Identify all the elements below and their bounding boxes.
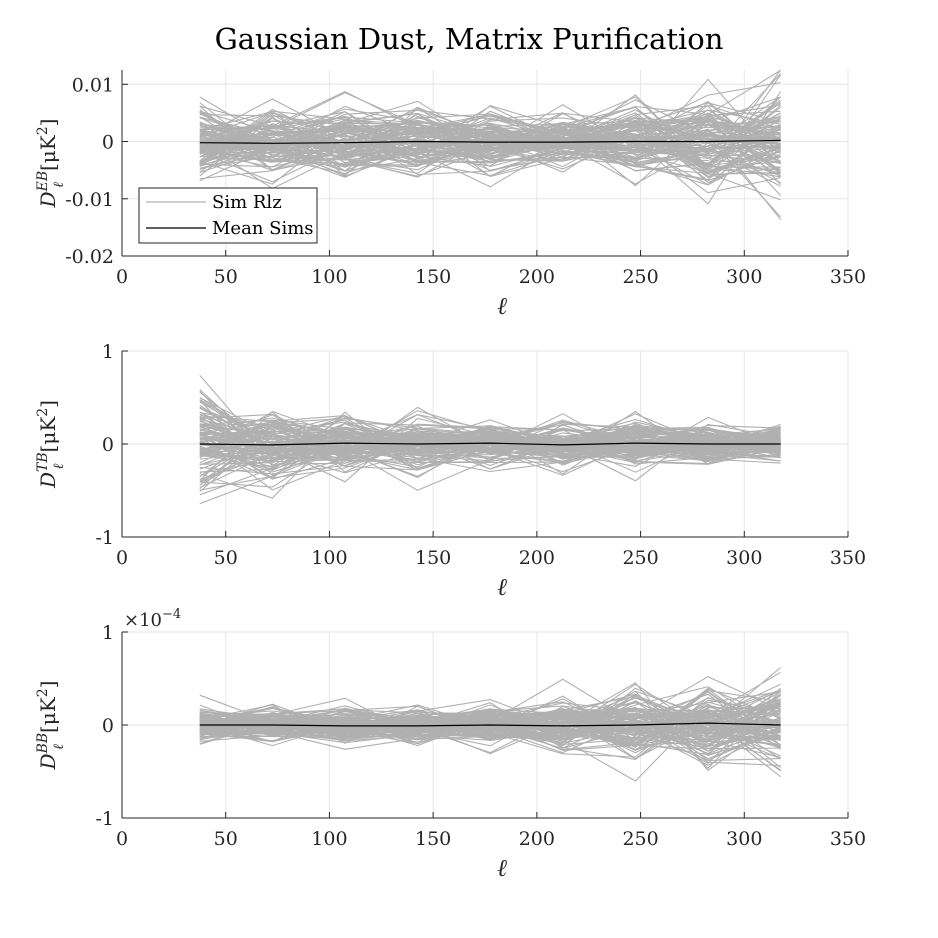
x-tick-label: 50 bbox=[214, 547, 238, 569]
x-axis-label: ℓ bbox=[497, 573, 507, 601]
sim-rlz-line bbox=[199, 420, 781, 452]
sim-rlz-line bbox=[199, 397, 781, 461]
sim-rlz-line bbox=[199, 105, 781, 178]
sim-rlz-line bbox=[199, 140, 781, 177]
sim-rlz-line bbox=[199, 699, 781, 742]
x-axis-label: ℓ bbox=[497, 854, 507, 882]
sim-rlz-line bbox=[199, 418, 781, 478]
mean-sims-line bbox=[199, 139, 781, 144]
sim-rlz-line bbox=[199, 122, 781, 170]
sim-rlz-line bbox=[199, 105, 781, 144]
x-tick-label: 250 bbox=[622, 828, 658, 850]
sim-rlz-line bbox=[199, 413, 781, 491]
y-tick-label: 0 bbox=[102, 434, 114, 456]
y-tick-label: 0 bbox=[102, 715, 114, 737]
sim-rlz-line bbox=[199, 128, 782, 220]
x-tick-label: 0 bbox=[116, 266, 128, 288]
chart-title: Gaussian Dust, Matrix Purification bbox=[215, 22, 724, 56]
sim-rlz-line bbox=[199, 105, 782, 185]
y-tick-label: -1 bbox=[95, 527, 114, 549]
sim-rlz-line bbox=[199, 727, 781, 750]
sim-rlz-line bbox=[199, 671, 781, 736]
y-tick-label: -0.01 bbox=[65, 189, 114, 211]
sim-rlz-line bbox=[199, 429, 781, 460]
sim-rlz-line bbox=[199, 109, 781, 150]
x-tick-label: 250 bbox=[622, 547, 658, 569]
sim-rlz-line bbox=[199, 721, 781, 755]
sim-rlz-line bbox=[199, 101, 781, 185]
x-axis-label: ℓ bbox=[497, 292, 507, 320]
sim-rlz-line bbox=[199, 99, 781, 159]
legend-box bbox=[138, 187, 318, 244]
mean-sims-line bbox=[199, 722, 781, 727]
y-tick-label: 1 bbox=[102, 622, 114, 644]
sim-rlz-line bbox=[199, 92, 781, 160]
sim-rlz-line bbox=[199, 111, 781, 164]
x-tick-label: 300 bbox=[726, 547, 762, 569]
x-tick-label: 350 bbox=[830, 266, 866, 288]
x-tick-label: 100 bbox=[311, 547, 347, 569]
sim-rlz-line bbox=[199, 421, 781, 453]
x-tick-label: 200 bbox=[519, 266, 555, 288]
sim-rlz-line bbox=[199, 426, 781, 479]
y-tick-label: -1 bbox=[95, 808, 114, 830]
sim-rlz-line bbox=[199, 709, 781, 740]
x-tick-label: 100 bbox=[311, 266, 347, 288]
y-axis-label: DEBℓ[μK2] bbox=[35, 119, 67, 209]
x-tick-label: 0 bbox=[116, 547, 128, 569]
x-tick-label: 100 bbox=[311, 828, 347, 850]
legend: Sim Rlz Mean Sims bbox=[138, 187, 318, 244]
sim-rlz-line bbox=[199, 687, 781, 747]
sim-rlz-line bbox=[199, 417, 781, 470]
x-tick-label: 0 bbox=[116, 828, 128, 850]
y-axis-label: DTBℓ[μK2] bbox=[35, 400, 67, 489]
sim-rlz-line bbox=[199, 124, 781, 190]
y-tick-label: 0.01 bbox=[72, 74, 114, 96]
sim-rlz-line bbox=[199, 703, 781, 735]
x-tick-label: 50 bbox=[214, 266, 238, 288]
x-tick-label: 300 bbox=[726, 828, 762, 850]
x-tick-label: 50 bbox=[214, 828, 238, 850]
x-tick-label: 200 bbox=[519, 547, 555, 569]
sim-rlz-line bbox=[199, 436, 781, 473]
sim-rlz-line bbox=[199, 124, 781, 164]
x-tick-label: 350 bbox=[830, 828, 866, 850]
x-tick-label: 150 bbox=[415, 828, 451, 850]
panel-eb: 0 50 100 150 200 250 300 350 -0.02 -0.01 0 0.01 ℓ DEB… bbox=[35, 69, 866, 320]
y-tick-label: 0 bbox=[102, 132, 114, 154]
y-tick-label: 1 bbox=[102, 341, 114, 363]
x-tick-label: 150 bbox=[415, 547, 451, 569]
y-tick-label: -0.02 bbox=[65, 246, 114, 268]
y-exponent-label: ×10−4 bbox=[124, 607, 181, 631]
sim-rlz-line bbox=[199, 421, 781, 457]
x-tick-label: 150 bbox=[415, 266, 451, 288]
x-tick-label: 350 bbox=[830, 547, 866, 569]
legend-label-sim: Sim Rlz bbox=[212, 192, 282, 213]
sim-rlz-line bbox=[199, 714, 781, 758]
x-tick-label: 200 bbox=[519, 828, 555, 850]
legend-label-mean: Mean Sims bbox=[212, 218, 314, 239]
mean-sims-line bbox=[199, 442, 781, 446]
x-tick-label: 300 bbox=[726, 266, 762, 288]
sim-rlz-line bbox=[199, 116, 781, 159]
sim-rlz-line bbox=[199, 422, 781, 460]
sim-rlz-line bbox=[199, 717, 781, 756]
sim-rlz-line bbox=[199, 102, 781, 164]
x-tick-label: 250 bbox=[622, 266, 658, 288]
y-axis-label: DBBℓ[μK2] bbox=[35, 681, 67, 771]
sim-rlz-line bbox=[199, 427, 781, 488]
sim-rlz-line bbox=[199, 112, 781, 156]
sim-rlz-line bbox=[199, 431, 781, 472]
sim-rlz-line bbox=[199, 140, 781, 167]
